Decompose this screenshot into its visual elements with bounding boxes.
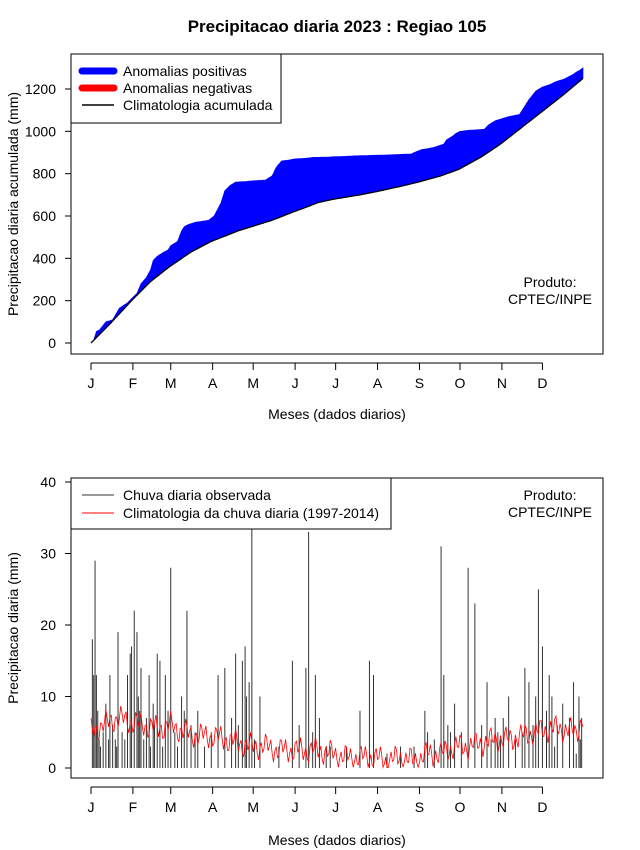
x-tick-label-top: F <box>129 375 138 391</box>
cumulative-panel: 0 200 400 600 800 1000 1200 J F M A M J J A S O N D Meses… <box>5 53 604 422</box>
x-tick-label-bottom: J <box>332 799 339 815</box>
legend-label-climatology-daily: Climatologia da chuva diaria (1997-2014) <box>123 505 379 521</box>
climatology-cumulative-line <box>90 77 584 344</box>
legend-label-observed: Chuva diaria observada <box>123 487 271 503</box>
legend-label-climatology: Climatologia acumulada <box>123 97 273 113</box>
legend-bottom: Chuva diaria observada Climatologia da c… <box>70 477 392 530</box>
chart-title: Precipitacao diaria 2023 : Regiao 105 <box>188 17 487 36</box>
x-tick-label-bottom: J <box>88 799 95 815</box>
x-tick-label-bottom: O <box>455 799 466 815</box>
y-axis-top: 0 200 400 600 800 1000 1200 <box>25 81 71 351</box>
y-tick-label-top: 600 <box>33 208 57 224</box>
y-tick-label-bottom: 30 <box>40 546 56 562</box>
x-tick-label-bottom: D <box>537 799 547 815</box>
x-tick-label-bottom: S <box>415 799 424 815</box>
y-tick-label-top: 1200 <box>25 81 56 97</box>
annotation-source-bottom: CPTEC/INPE <box>508 504 592 520</box>
plot-frame-top <box>70 53 604 355</box>
legend-label-positive: Anomalias positivas <box>123 63 247 79</box>
annotation-produto-top: Produto: <box>524 274 577 290</box>
daily-climatology-line <box>90 705 584 769</box>
y-tick-label-top: 0 <box>48 335 56 351</box>
y-tick-label-bottom: 20 <box>40 617 56 633</box>
x-tick-label-bottom: N <box>497 799 507 815</box>
y-axis-label-top: Precipitacao diaria acumulada (mm) <box>5 92 21 316</box>
annotation-produto-bottom: Produto: <box>524 487 577 503</box>
x-axis-label-top: Meses (dados diarios) <box>268 406 406 422</box>
x-tick-label-top: A <box>373 375 383 391</box>
legend-top: Anomalias positivas Anomalias negativas … <box>70 53 282 124</box>
y-axis-label-bottom: Precipitacao diaria (mm) <box>5 552 21 704</box>
cumulative-lines <box>90 77 584 344</box>
y-tick-label-bottom: 10 <box>40 689 56 705</box>
x-tick-label-top: S <box>415 375 424 391</box>
y-tick-label-top: 800 <box>33 166 57 182</box>
y-tick-label-top: 400 <box>33 250 57 266</box>
x-tick-label-bottom: J <box>292 799 299 815</box>
climatology-line <box>90 705 584 769</box>
x-tick-label-top: M <box>165 375 177 391</box>
y-tick-label-top: 1000 <box>25 123 56 139</box>
daily-panel: 0 10 20 30 40 J F M A M J J A S O N D Meses (dados diar… <box>5 474 604 848</box>
y-axis-bottom: 0 10 20 30 40 <box>40 474 71 776</box>
x-tick-label-top: N <box>497 375 507 391</box>
x-tick-label-top: A <box>208 375 218 391</box>
legend-label-negative: Anomalias negativas <box>123 80 252 96</box>
x-tick-label-top: O <box>455 375 466 391</box>
x-axis-label-bottom: Meses (dados diarios) <box>268 832 406 848</box>
x-tick-label-bottom: A <box>373 799 383 815</box>
y-tick-label-bottom: 40 <box>40 474 56 490</box>
y-tick-label-bottom: 0 <box>48 760 56 776</box>
x-tick-label-top: J <box>88 375 95 391</box>
x-tick-label-bottom: M <box>165 799 177 815</box>
x-tick-label-top: J <box>332 375 339 391</box>
daily-bars <box>91 524 583 768</box>
x-tick-label-bottom: A <box>208 799 218 815</box>
x-tick-label-top: M <box>247 375 259 391</box>
y-tick-label-top: 200 <box>33 293 57 309</box>
x-tick-label-top: D <box>537 375 547 391</box>
x-tick-label-bottom: M <box>247 799 259 815</box>
x-tick-label-bottom: F <box>129 799 138 815</box>
x-tick-label-top: J <box>292 375 299 391</box>
annotation-source-top: CPTEC/INPE <box>508 291 592 307</box>
legend-box-bottom <box>70 477 392 530</box>
